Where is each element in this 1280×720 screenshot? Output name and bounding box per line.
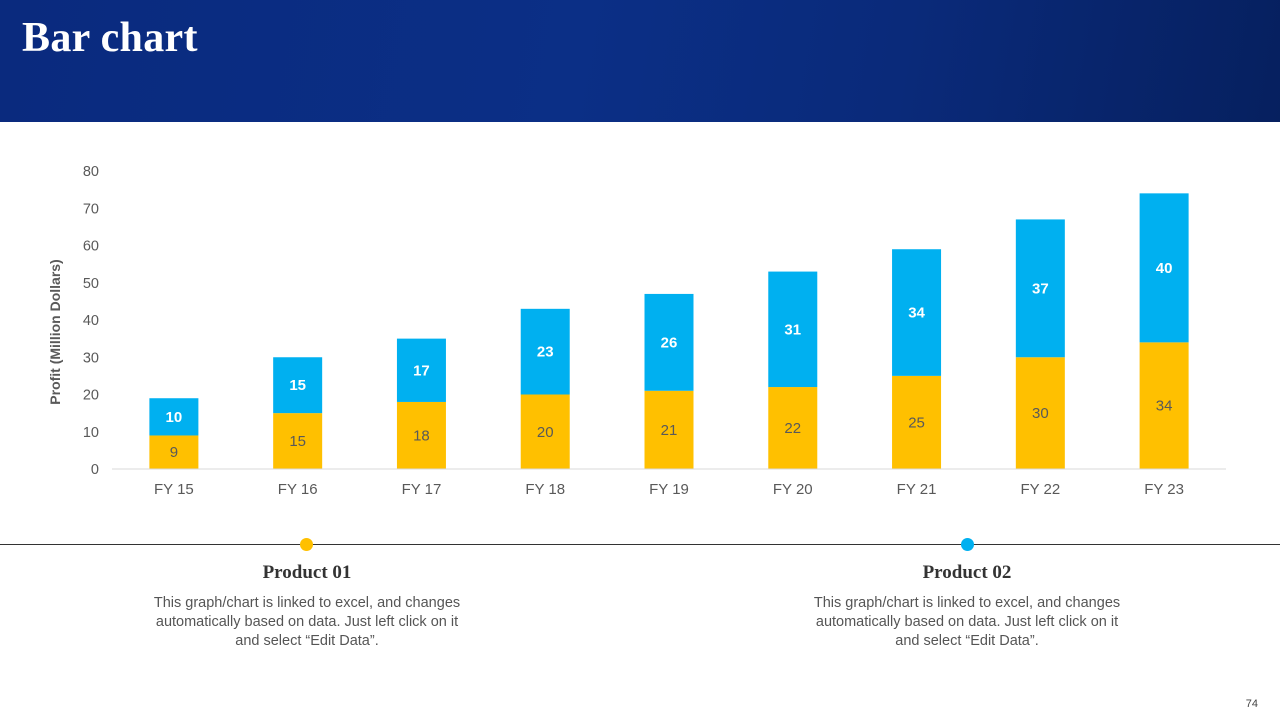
product-02-marker [961, 538, 974, 551]
bar-product-01 [396, 401, 446, 469]
y-tick-label: 50 [83, 276, 99, 292]
product-01-marker [300, 538, 313, 551]
bar-product-02 [644, 293, 694, 391]
data-label-product-02: 26 [661, 334, 678, 351]
page-title: Bar chart [22, 15, 198, 61]
data-label-product-01: 9 [170, 444, 178, 461]
bar-product-01 [892, 375, 942, 469]
x-tick-label: FY 20 [773, 481, 813, 498]
data-label-product-01: 34 [1156, 398, 1173, 415]
x-tick-label: FY 22 [1020, 481, 1060, 498]
x-tick-label: FY 23 [1144, 481, 1184, 498]
title-banner: Bar chart [0, 0, 1280, 122]
product-02-description: This graph/chart is linked to excel, and… [813, 595, 1121, 649]
y-tick-label: 70 [83, 201, 99, 217]
y-tick-label: 10 [83, 425, 99, 441]
product-01-title: Product 01 [262, 562, 352, 583]
bar-product-02 [768, 271, 818, 388]
y-tick-label: 40 [83, 313, 99, 329]
stacked-bar-chart[interactable]: 0 10 20 30 40 50 60 70 80 Profit (Million Dollars… [0, 122, 1280, 522]
bar-product-01 [520, 394, 570, 469]
bar-product-02 [892, 249, 942, 376]
y-tick-label: 60 [83, 239, 99, 255]
product-02-title: Product 02 [922, 562, 1012, 583]
bar-product-01 [768, 387, 818, 469]
data-label-product-01: 21 [661, 422, 678, 439]
bar-product-02 [273, 357, 323, 414]
page-number: 74 [1245, 698, 1258, 710]
data-label-product-01: 22 [784, 420, 801, 437]
data-label-product-01: 25 [908, 414, 925, 431]
y-axis-title: Profit (Million Dollars) [47, 259, 63, 404]
y-tick-label: 20 [83, 388, 99, 404]
x-tick-label: FY 21 [897, 481, 937, 498]
data-label-product-02: 37 [1032, 280, 1049, 297]
data-label-product-02: 31 [784, 321, 801, 338]
x-tick-label: FY 18 [525, 481, 565, 498]
y-tick-label: 80 [83, 164, 99, 180]
timeline-divider [0, 544, 1280, 545]
y-tick-label: 30 [83, 350, 99, 366]
data-label-product-02: 17 [413, 362, 430, 379]
x-tick-label: FY 19 [649, 481, 689, 498]
data-label-product-01: 20 [537, 424, 554, 441]
x-tick-label: FY 15 [154, 481, 194, 498]
bar-product-02 [1139, 193, 1189, 343]
bar-product-02 [1015, 219, 1065, 358]
y-tick-label: 0 [91, 462, 99, 478]
data-label-product-02: 10 [166, 409, 183, 426]
bar-product-01 [644, 390, 694, 469]
x-tick-label: FY 17 [402, 481, 442, 498]
x-tick-label: FY 16 [278, 481, 318, 498]
data-label-product-01: 15 [289, 433, 306, 450]
data-label-product-02: 15 [289, 377, 306, 394]
bar-product-01 [273, 413, 323, 469]
bar-product-01 [1139, 342, 1189, 469]
bar-product-01 [1015, 357, 1065, 469]
data-label-product-02: 40 [1156, 260, 1173, 277]
product-01-description: This graph/chart is linked to excel, and… [153, 595, 461, 649]
data-label-product-01: 30 [1032, 405, 1049, 422]
bar-product-02 [520, 308, 570, 395]
data-label-product-02: 34 [908, 305, 925, 322]
data-label-product-02: 23 [537, 344, 554, 361]
bar-product-02 [149, 398, 199, 436]
bar-product-02 [396, 338, 446, 402]
product-01-card: Product 01 This graph/chart is linked to… [142, 562, 472, 651]
product-02-card: Product 02 This graph/chart is linked to… [802, 562, 1132, 651]
bar-product-01 [149, 435, 199, 469]
data-label-product-01: 18 [413, 427, 430, 444]
